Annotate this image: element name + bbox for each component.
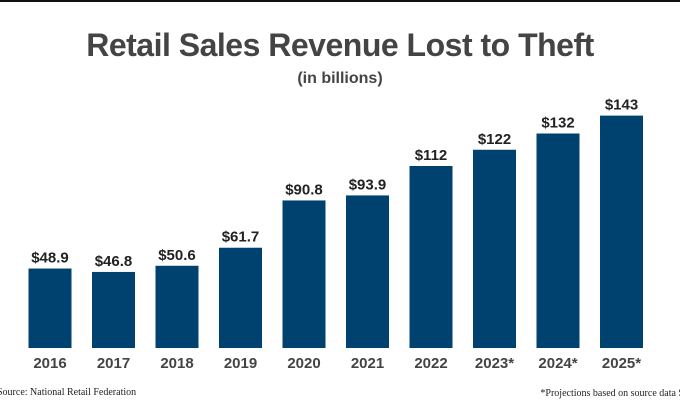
bar-2025* bbox=[600, 115, 643, 348]
data-label: $93.9 bbox=[349, 176, 387, 193]
x-tick-label: 2018 bbox=[160, 355, 193, 372]
data-label: $143 bbox=[605, 97, 638, 114]
projection-note: *Projections based on source data S bbox=[540, 388, 680, 399]
data-label: $90.8 bbox=[285, 181, 323, 198]
data-label: $46.8 bbox=[95, 253, 133, 270]
x-tick-label: 2025* bbox=[602, 355, 641, 372]
data-label: $50.6 bbox=[158, 247, 196, 264]
x-tick-label: 2016 bbox=[33, 355, 66, 372]
x-tick-label: 2019 bbox=[224, 355, 257, 372]
bar-2019 bbox=[219, 247, 262, 348]
x-tick-label: 2017 bbox=[97, 355, 130, 372]
bar-2016 bbox=[28, 268, 72, 348]
chart-title: Retail Sales Revenue Lost to Theft bbox=[86, 27, 594, 63]
source-note: Source: National Retail Federation bbox=[0, 387, 137, 398]
bar-2022 bbox=[409, 166, 453, 348]
x-tick-label: 2020 bbox=[287, 355, 320, 372]
data-label: $48.9 bbox=[31, 250, 69, 267]
x-tick-label: 2022 bbox=[414, 355, 447, 372]
data-label: $132 bbox=[541, 115, 574, 132]
bar-2023* bbox=[473, 149, 516, 348]
data-label: $122 bbox=[478, 131, 511, 148]
x-tick-label: 2021 bbox=[351, 355, 384, 372]
bar-2017 bbox=[92, 271, 135, 348]
x-tick-label: 2023* bbox=[475, 355, 514, 372]
chart-subtitle: (in billions) bbox=[297, 70, 383, 87]
x-tick-label: 2024* bbox=[538, 355, 577, 372]
data-label: $112 bbox=[415, 147, 448, 164]
bar-2024* bbox=[536, 133, 580, 348]
bar-2021 bbox=[346, 195, 389, 348]
top-border bbox=[0, 0, 680, 2]
data-label: $61.7 bbox=[222, 229, 260, 246]
bar-2020 bbox=[282, 200, 326, 348]
bar-2018 bbox=[155, 265, 199, 348]
